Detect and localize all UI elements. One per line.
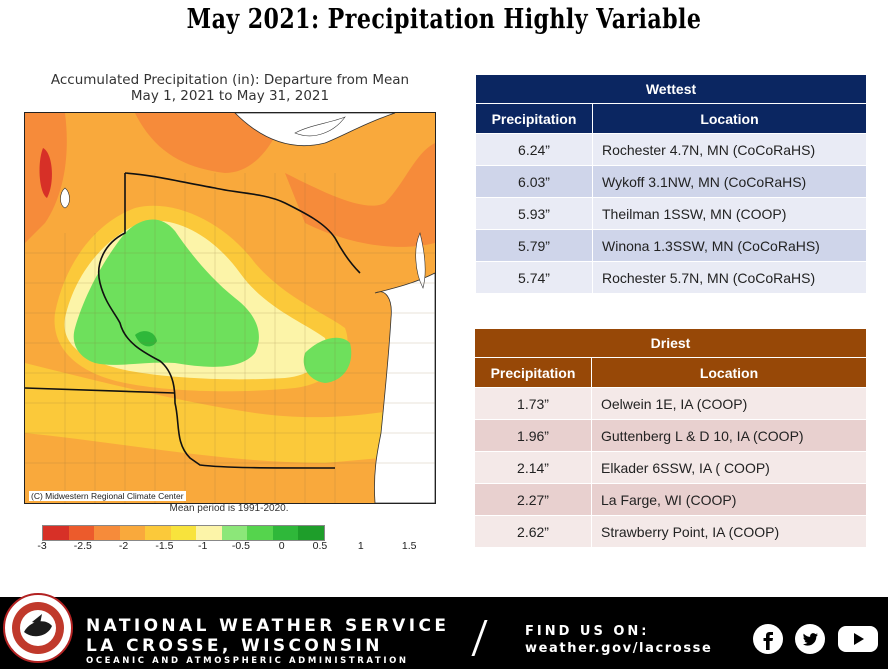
- legend-swatch: [43, 526, 69, 540]
- driest-location: Oelwein 1E, IA (COOP): [591, 387, 867, 420]
- wettest-row: 6.24” Rochester 4.7N, MN (CoCoRaHS): [475, 133, 867, 166]
- precipitation-departure-map: (C) Midwestern Regional Climate Center: [24, 112, 436, 504]
- driest-row: 1.73” Oelwein 1E, IA (COOP): [474, 387, 867, 420]
- wettest-location: Theilman 1SSW, MN (COOP): [592, 197, 867, 230]
- county-grid: [25, 173, 435, 503]
- legend-swatch: [94, 526, 120, 540]
- legend-swatch: [272, 526, 298, 540]
- legend-swatch: [170, 526, 196, 540]
- driest-col-location: Location: [591, 357, 867, 388]
- map-far-south-band: [25, 433, 435, 503]
- wettest-location: Rochester 4.7N, MN (CoCoRaHS): [592, 133, 867, 166]
- map-credit: (C) Midwestern Regional Climate Center: [29, 491, 186, 501]
- website-link[interactable]: weather.gov/lacrosse: [525, 641, 713, 656]
- map-graphic: [25, 113, 435, 503]
- map-title: Accumulated Precipitation (in): Departur…: [20, 72, 440, 104]
- color-legend-labels: -3 -2.5 -2 -1.5 -1 -0.5 0 0.5 1 1.5: [20, 540, 440, 554]
- legend-swatch: [196, 526, 222, 540]
- wettest-table: Wettest Precipitation Location 6.24” Roch…: [475, 74, 867, 294]
- footer-bar: [0, 597, 888, 669]
- lake-superior-inlet: [294, 116, 346, 137]
- wettest-row: 5.79” Winona 1.3SSW, MN (CoCoRaHS): [475, 229, 867, 262]
- footer-noaa-name: OCEANIC AND ATMOSPHERIC ADMINISTRATION: [86, 656, 409, 666]
- footer-office-name: LA CROSSE, WISCONSIN: [86, 636, 383, 656]
- wettest-row: 5.93” Theilman 1SSW, MN (COOP): [475, 197, 867, 230]
- color-legend-bar: [42, 525, 325, 541]
- wettest-col-precip: Precipitation: [475, 103, 593, 134]
- driest-location: Strawberry Point, IA (COOP): [591, 515, 867, 548]
- wettest-col-location: Location: [592, 103, 867, 134]
- driest-table: Driest Precipitation Location 1.73” Oelwe…: [474, 328, 867, 548]
- legend-swatch: [298, 526, 324, 540]
- legend-label: 1: [357, 540, 364, 552]
- legend-label: -0.5: [231, 540, 250, 552]
- legend-label: 0.5: [312, 540, 328, 552]
- wettest-value: 5.93”: [475, 197, 593, 230]
- wettest-location: Rochester 5.7N, MN (CoCoRaHS): [592, 261, 867, 294]
- wettest-value: 6.03”: [475, 165, 593, 198]
- map-north-orange: [135, 113, 285, 173]
- legend-swatch: [247, 526, 273, 540]
- wettest-row: 5.74” Rochester 5.7N, MN (CoCoRaHS): [475, 261, 867, 294]
- driest-row: 2.27” La Farge, WI (COOP): [474, 483, 867, 516]
- mean-period-note: Mean period is 1991-2020.: [169, 503, 289, 514]
- driest-location: La Farge, WI (COOP): [591, 483, 867, 516]
- legend-swatch: [145, 526, 171, 540]
- state-borders: [25, 172, 361, 469]
- driest-row: 2.14” Elkader 6SSW, IA ( COOP): [474, 451, 867, 484]
- driest-value: 1.73”: [474, 387, 592, 420]
- driest-title: Driest: [474, 328, 867, 358]
- wettest-location: Wykoff 3.1NW, MN (CoCoRaHS): [592, 165, 867, 198]
- map-title-line1: Accumulated Precipitation (in): Departur…: [50, 72, 410, 88]
- driest-location: Elkader 6SSW, IA ( COOP): [591, 451, 867, 484]
- wettest-value: 5.74”: [475, 261, 593, 294]
- legend-label: -1.5: [155, 540, 174, 552]
- legend-swatch: [68, 526, 94, 540]
- youtube-icon[interactable]: [836, 623, 880, 655]
- find-us-label: FIND US ON:: [525, 624, 650, 639]
- wettest-value: 6.24”: [475, 133, 593, 166]
- nws-seal-logo: [3, 593, 73, 663]
- map-ne-orange: [285, 143, 435, 247]
- page-title: May 2021: Precipitation Highly Variable: [186, 4, 702, 35]
- driest-col-precip: Precipitation: [474, 357, 592, 388]
- footer-nws-name: NATIONAL WEATHER SERVICE: [86, 616, 450, 636]
- map-title-line2: May 1, 2021 to May 31, 2021: [130, 88, 330, 104]
- wettest-value: 5.79”: [475, 229, 593, 262]
- driest-location: Guttenberg L & D 10, IA (COOP): [591, 419, 867, 452]
- map-nw-red: [39, 148, 52, 198]
- legend-label: -2: [118, 540, 129, 552]
- map-wet-green-east: [303, 337, 352, 383]
- legend-label: 1.5: [401, 540, 417, 552]
- driest-row: 1.96” Guttenberg L & D 10, IA (COOP): [474, 419, 867, 452]
- wettest-location: Winona 1.3SSW, MN (CoCoRaHS): [592, 229, 867, 262]
- driest-value: 1.96”: [474, 419, 592, 452]
- legend-label: -1: [197, 540, 208, 552]
- legend-label: -2.5: [73, 540, 92, 552]
- driest-value: 2.62”: [474, 515, 592, 548]
- twitter-icon[interactable]: [794, 623, 826, 655]
- driest-value: 2.27”: [474, 483, 592, 516]
- lake-michigan-green-bay: [415, 232, 426, 289]
- legend-swatch: [221, 526, 247, 540]
- legend-label: 0: [278, 540, 285, 552]
- driest-row: 2.62” Strawberry Point, IA (COOP): [474, 515, 867, 548]
- map-wet-green: [73, 219, 259, 367]
- wettest-title: Wettest: [475, 74, 867, 104]
- lake-upper-red: [60, 187, 70, 209]
- legend-swatch: [119, 526, 145, 540]
- driest-value: 2.14”: [474, 451, 592, 484]
- map-wet-darkgreen: [135, 331, 157, 347]
- facebook-icon[interactable]: [752, 623, 784, 655]
- wettest-row: 6.03” Wykoff 3.1NW, MN (CoCoRaHS): [475, 165, 867, 198]
- legend-label: -3: [37, 540, 47, 552]
